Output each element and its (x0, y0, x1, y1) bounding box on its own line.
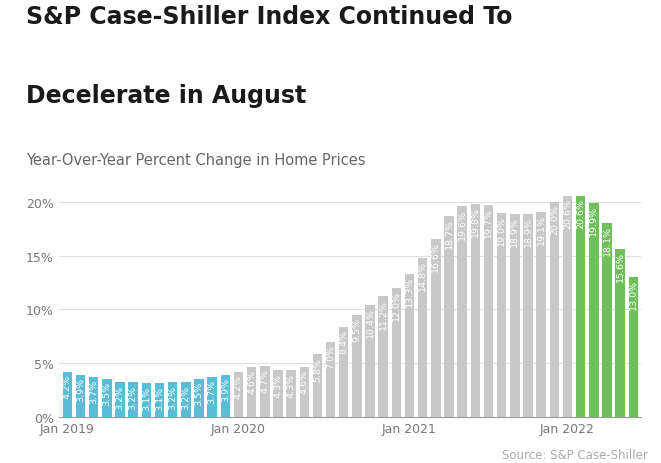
Text: 3.2%: 3.2% (129, 385, 137, 409)
Bar (102, 379, 112, 417)
Text: 3.1%: 3.1% (155, 386, 164, 410)
Bar (313, 355, 322, 417)
Text: Year-Over-Year Percent Change in Home Prices: Year-Over-Year Percent Change in Home Pr… (26, 153, 366, 168)
Bar (326, 342, 335, 417)
Text: 19.0%: 19.0% (497, 216, 506, 245)
Text: 3.9%: 3.9% (76, 377, 85, 401)
Text: 4.3%: 4.3% (274, 373, 282, 397)
Bar (194, 379, 204, 417)
Bar (418, 258, 428, 417)
Bar (168, 382, 177, 417)
Bar (379, 297, 388, 417)
Text: 8.4%: 8.4% (339, 329, 348, 353)
Bar (339, 327, 348, 417)
Bar (63, 372, 72, 417)
Text: 14.8%: 14.8% (418, 261, 427, 290)
Text: 4.7%: 4.7% (260, 369, 269, 393)
Text: 7.0%: 7.0% (326, 344, 335, 368)
Text: 15.6%: 15.6% (615, 252, 625, 282)
Bar (497, 213, 506, 417)
Bar (299, 368, 309, 417)
Text: 3.5%: 3.5% (194, 382, 204, 406)
Bar (234, 372, 243, 417)
Text: 19.8%: 19.8% (471, 207, 480, 237)
Text: 20.6%: 20.6% (563, 199, 572, 228)
Bar (615, 250, 625, 417)
Text: 20.0%: 20.0% (550, 205, 559, 235)
Text: 13.0%: 13.0% (629, 280, 638, 310)
Bar (444, 217, 453, 417)
Bar (392, 288, 401, 417)
Text: 16.6%: 16.6% (432, 241, 440, 271)
Bar (221, 375, 230, 417)
Bar (260, 366, 270, 417)
Bar (510, 214, 520, 417)
Bar (76, 375, 85, 417)
Text: 19.6%: 19.6% (457, 209, 467, 239)
Bar (89, 377, 98, 417)
Text: 12.0%: 12.0% (392, 290, 401, 320)
Bar (115, 382, 125, 417)
Bar (431, 239, 441, 417)
Bar (366, 306, 375, 417)
Bar (141, 383, 151, 417)
Bar (563, 196, 572, 417)
Text: 3.5%: 3.5% (102, 382, 111, 406)
Text: 5.8%: 5.8% (313, 357, 322, 381)
Text: 4.2%: 4.2% (234, 374, 243, 398)
Bar (405, 275, 414, 417)
Text: 18.9%: 18.9% (524, 217, 533, 246)
Bar (537, 213, 546, 417)
Text: 3.1%: 3.1% (142, 386, 151, 410)
Text: 4.3%: 4.3% (287, 373, 295, 397)
Bar (471, 205, 480, 417)
Text: S&P Case-Shiller Index Continued To: S&P Case-Shiller Index Continued To (26, 5, 513, 29)
Bar (549, 203, 559, 417)
Bar (589, 204, 598, 417)
Bar (273, 371, 283, 417)
Text: 19.1%: 19.1% (537, 214, 545, 244)
Text: 4.6%: 4.6% (300, 369, 309, 394)
Bar (286, 371, 296, 417)
Text: 9.5%: 9.5% (352, 317, 362, 341)
Bar (247, 368, 256, 417)
Text: 19.9%: 19.9% (590, 206, 598, 236)
Text: 3.2%: 3.2% (116, 385, 124, 409)
Text: Decelerate in August: Decelerate in August (26, 83, 307, 107)
Text: 3.2%: 3.2% (168, 385, 177, 409)
Text: 3.7%: 3.7% (208, 379, 217, 403)
Bar (602, 223, 611, 417)
Text: Source: S&P Case-Shiller: Source: S&P Case-Shiller (502, 448, 648, 461)
Bar (128, 382, 138, 417)
Bar (524, 214, 533, 417)
Bar (629, 278, 638, 417)
Text: 4.6%: 4.6% (247, 369, 256, 394)
Bar (155, 383, 164, 417)
Text: 4.2%: 4.2% (63, 374, 72, 398)
Text: 3.7%: 3.7% (89, 379, 98, 403)
Bar (352, 315, 362, 417)
Text: 18.1%: 18.1% (602, 225, 611, 255)
Text: 20.6%: 20.6% (576, 199, 585, 228)
Text: 10.4%: 10.4% (366, 307, 375, 338)
Text: 13.3%: 13.3% (405, 276, 414, 307)
Text: 3.9%: 3.9% (221, 377, 230, 401)
Text: 18.7%: 18.7% (445, 219, 453, 249)
Bar (576, 196, 586, 417)
Bar (457, 207, 467, 417)
Bar (208, 377, 217, 417)
Text: 3.2%: 3.2% (181, 385, 190, 409)
Text: 19.7%: 19.7% (484, 208, 493, 238)
Text: 11.2%: 11.2% (379, 299, 388, 329)
Bar (181, 382, 190, 417)
Text: 18.9%: 18.9% (510, 217, 520, 246)
Bar (484, 206, 493, 417)
